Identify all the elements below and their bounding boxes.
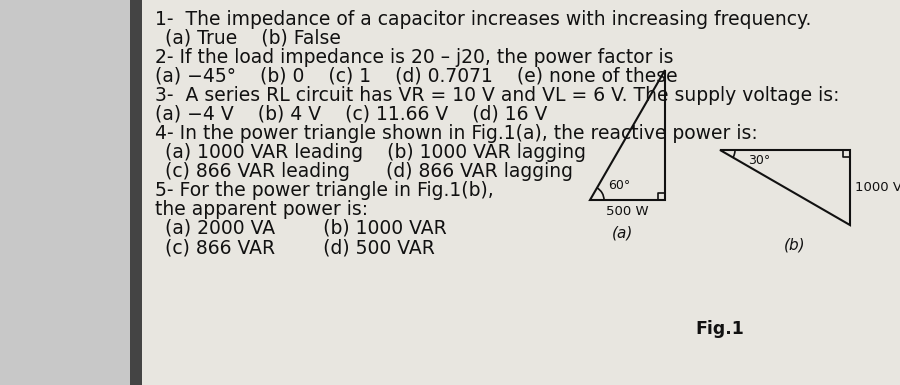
Text: (c) 866 VAR leading      (d) 866 VAR lagging: (c) 866 VAR leading (d) 866 VAR lagging <box>165 162 573 181</box>
Text: 1000 VAR: 1000 VAR <box>855 181 900 194</box>
Text: (a) 1000 VAR leading    (b) 1000 VAR lagging: (a) 1000 VAR leading (b) 1000 VAR laggin… <box>165 143 586 162</box>
Text: (a): (a) <box>612 225 634 240</box>
Text: the apparent power is:: the apparent power is: <box>155 200 368 219</box>
Text: 30°: 30° <box>748 154 770 167</box>
Text: 5- For the power triangle in Fig.1(b),: 5- For the power triangle in Fig.1(b), <box>155 181 494 200</box>
Text: 4- In the power triangle shown in Fig.1(a), the reactive power is:: 4- In the power triangle shown in Fig.1(… <box>155 124 758 143</box>
Text: (c) 866 VAR        (d) 500 VAR: (c) 866 VAR (d) 500 VAR <box>165 238 435 257</box>
Text: (a) 2000 VA        (b) 1000 VAR: (a) 2000 VA (b) 1000 VAR <box>165 219 446 238</box>
Text: 3-  A series RL circuit has VR = 10 V and VL = 6 V. The supply voltage is:: 3- A series RL circuit has VR = 10 V and… <box>155 86 840 105</box>
Text: (b): (b) <box>784 237 806 252</box>
Text: 1-  The impedance of a capacitor increases with increasing frequency.: 1- The impedance of a capacitor increase… <box>155 10 812 29</box>
Text: Fig.1: Fig.1 <box>696 320 744 338</box>
Text: 500 W: 500 W <box>607 205 649 218</box>
Text: (a) −4 V    (b) 4 V    (c) 11.66 V    (d) 16 V: (a) −4 V (b) 4 V (c) 11.66 V (d) 16 V <box>155 105 547 124</box>
Text: 2- If the load impedance is 20 – j20, the power factor is: 2- If the load impedance is 20 – j20, th… <box>155 48 673 67</box>
Bar <box>130 0 142 385</box>
Text: (a) −45°    (b) 0    (c) 1    (d) 0.7071    (e) none of these: (a) −45° (b) 0 (c) 1 (d) 0.7071 (e) none… <box>155 67 678 86</box>
Bar <box>140 0 900 385</box>
Text: 60°: 60° <box>608 179 630 192</box>
Text: (a) True    (b) False: (a) True (b) False <box>165 29 341 48</box>
